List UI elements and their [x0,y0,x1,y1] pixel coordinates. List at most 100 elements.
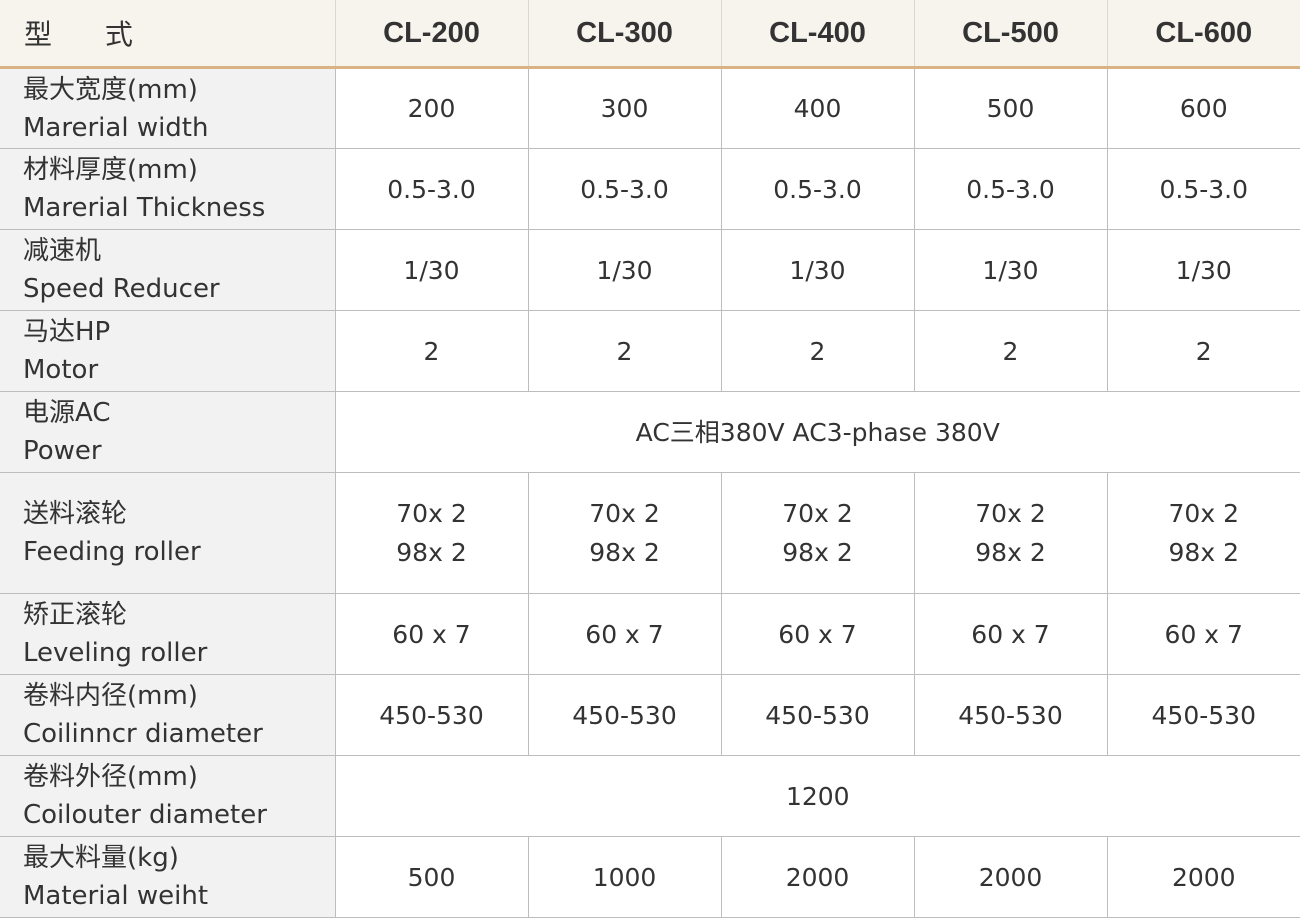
table-cell: 500 [914,67,1108,149]
table-cell: 600 [1107,67,1300,149]
table-cell: 2 [914,310,1108,392]
cell-line: 70x 2 [1168,499,1239,528]
label-english: Leveling roller [23,638,208,668]
model-header: CL-500 [914,0,1108,69]
type-header: 型 式 [0,0,336,69]
merged-cell: 1200 [335,755,1300,837]
table-cell: 500 [335,836,529,918]
table-cell: 0.5-3.0 [721,148,915,230]
cell-line: 98x 2 [975,538,1046,567]
table-cell: 450-530 [335,674,529,756]
table-row: 减速机 Speed Reducer 1/30 1/30 1/30 1/30 1/… [0,229,1300,311]
cell-line: 70x 2 [589,499,660,528]
label-chinese: 卷料内径(mm) [23,681,198,711]
table-cell: 450-530 [721,674,915,756]
cell-line: 98x 2 [589,538,660,567]
label-english: Speed Reducer [23,274,220,304]
table-cell: 1/30 [1107,229,1300,311]
label-chinese: 送料滚轮 [23,499,128,529]
model-header: CL-300 [528,0,722,69]
row-label: 材料厚度(mm) Marerial Thickness [0,148,336,230]
table-cell: 300 [528,67,722,149]
table-cell: 2000 [1107,836,1300,918]
table-cell: 70x 2 98x 2 [721,472,915,594]
table-row: 材料厚度(mm) Marerial Thickness 0.5-3.0 0.5-… [0,148,1300,230]
table-cell: 2000 [914,836,1108,918]
label-english: Feeding roller [23,537,201,567]
label-chinese: 卷料外径(mm) [23,762,198,792]
cell-line: 98x 2 [396,538,467,567]
label-english: Marerial Thickness [23,193,266,223]
table-cell: 1/30 [721,229,915,311]
label-chinese: 马达HP [23,317,111,347]
table-cell: 0.5-3.0 [335,148,529,230]
table-row: 送料滚轮 Feeding roller 70x 2 98x 2 70x 2 98… [0,472,1300,594]
table-cell: 70x 2 98x 2 [1107,472,1300,594]
header-row: 型 式 CL-200 CL-300 CL-400 CL-500 CL-600 [0,0,1300,69]
label-chinese: 最大料量(kg) [23,843,179,873]
cell-line: 70x 2 [975,499,1046,528]
table-cell: 450-530 [528,674,722,756]
label-english: Motor [23,355,99,385]
table-cell: 60 x 7 [914,593,1108,675]
label-chinese: 矫正滚轮 [23,600,128,630]
label-chinese: 材料厚度(mm) [23,155,198,185]
table-cell: 2000 [721,836,915,918]
table-cell: 1/30 [528,229,722,311]
cell-line: 98x 2 [1168,538,1239,567]
table-cell: 1/30 [335,229,529,311]
row-label: 矫正滚轮 Leveling roller [0,593,336,675]
row-label: 减速机 Speed Reducer [0,229,336,311]
label-chinese: 电源AC [23,398,111,428]
table-row: 卷料外径(mm) Coilouter diameter 1200 [0,755,1300,837]
table-cell: 60 x 7 [528,593,722,675]
table-row: 电源AC Power AC三相380V AC3-phase 380V [0,391,1300,473]
table-row: 矫正滚轮 Leveling roller 60 x 7 60 x 7 60 x … [0,593,1300,675]
table-cell: 400 [721,67,915,149]
merged-cell: AC三相380V AC3-phase 380V [335,391,1300,473]
model-header: CL-400 [721,0,915,69]
table-cell: 70x 2 98x 2 [914,472,1108,594]
table-cell: 0.5-3.0 [528,148,722,230]
label-english: Coilouter diameter [23,800,267,830]
cell-line: 70x 2 [782,499,853,528]
table-row: 卷料内径(mm) Coilinncr diameter 450-530 450-… [0,674,1300,756]
table-cell: 2 [335,310,529,392]
table-cell: 450-530 [1107,674,1300,756]
row-label: 最大料量(kg) Material weiht [0,836,336,918]
label-english: Coilinncr diameter [23,719,263,749]
table-row: 最大料量(kg) Material weiht 500 1000 2000 20… [0,836,1300,918]
table-cell: 70x 2 98x 2 [528,472,722,594]
row-label: 马达HP Motor [0,310,336,392]
table-cell: 0.5-3.0 [914,148,1108,230]
row-label: 电源AC Power [0,391,336,473]
row-label: 卷料外径(mm) Coilouter diameter [0,755,336,837]
label-chinese: 减速机 [23,236,102,266]
table-cell: 0.5-3.0 [1107,148,1300,230]
label-english: Power [23,436,102,466]
model-header: CL-200 [335,0,529,69]
table-cell: 60 x 7 [721,593,915,675]
model-header: CL-600 [1107,0,1300,69]
table-cell: 200 [335,67,529,149]
table-cell: 60 x 7 [1107,593,1300,675]
table-row: 最大宽度(mm) Marerial width 200 300 400 500 … [0,67,1300,149]
row-label: 送料滚轮 Feeding roller [0,472,336,594]
table-cell: 2 [721,310,915,392]
table-row: 马达HP Motor 2 2 2 2 2 [0,310,1300,392]
table-cell: 60 x 7 [335,593,529,675]
table-cell: 450-530 [914,674,1108,756]
label-chinese: 最大宽度(mm) [23,74,198,105]
table-cell: 2 [1107,310,1300,392]
table-cell: 70x 2 98x 2 [335,472,529,594]
row-label: 最大宽度(mm) Marerial width [0,67,336,149]
table-cell: 1/30 [914,229,1108,311]
label-english: Marerial width [23,112,209,143]
row-label: 卷料内径(mm) Coilinncr diameter [0,674,336,756]
table-cell: 1000 [528,836,722,918]
cell-line: 70x 2 [396,499,467,528]
cell-line: 98x 2 [782,538,853,567]
table-cell: 2 [528,310,722,392]
label-english: Material weiht [23,881,209,911]
